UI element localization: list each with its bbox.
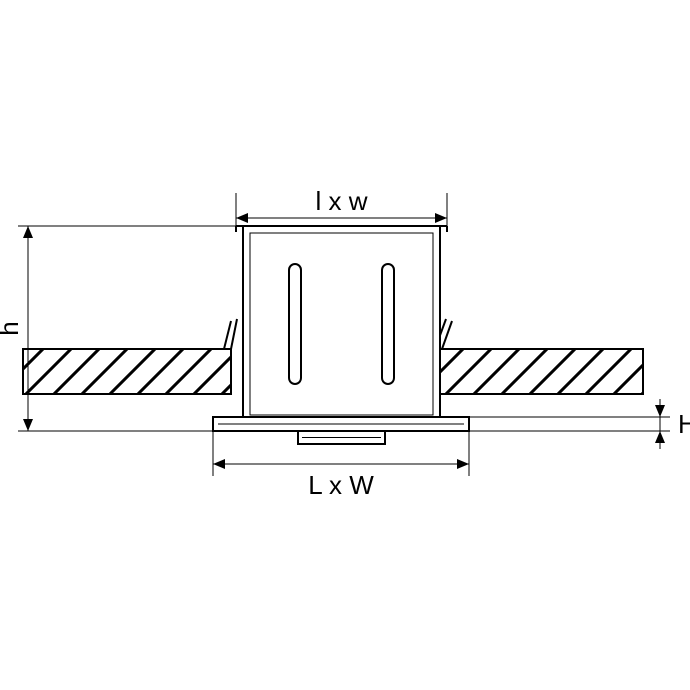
dimension-left: h	[0, 226, 236, 431]
flange-plate	[213, 417, 469, 431]
label-top: l x w	[316, 186, 368, 216]
technical-diagram: l x w L x W h H	[0, 0, 690, 690]
dimension-right: H	[469, 399, 690, 449]
label-bottom: L x W	[308, 470, 374, 500]
label-right: H	[678, 409, 690, 439]
label-left: h	[0, 321, 24, 335]
fixture-body	[236, 226, 447, 422]
dimension-top: l x w	[236, 186, 447, 226]
